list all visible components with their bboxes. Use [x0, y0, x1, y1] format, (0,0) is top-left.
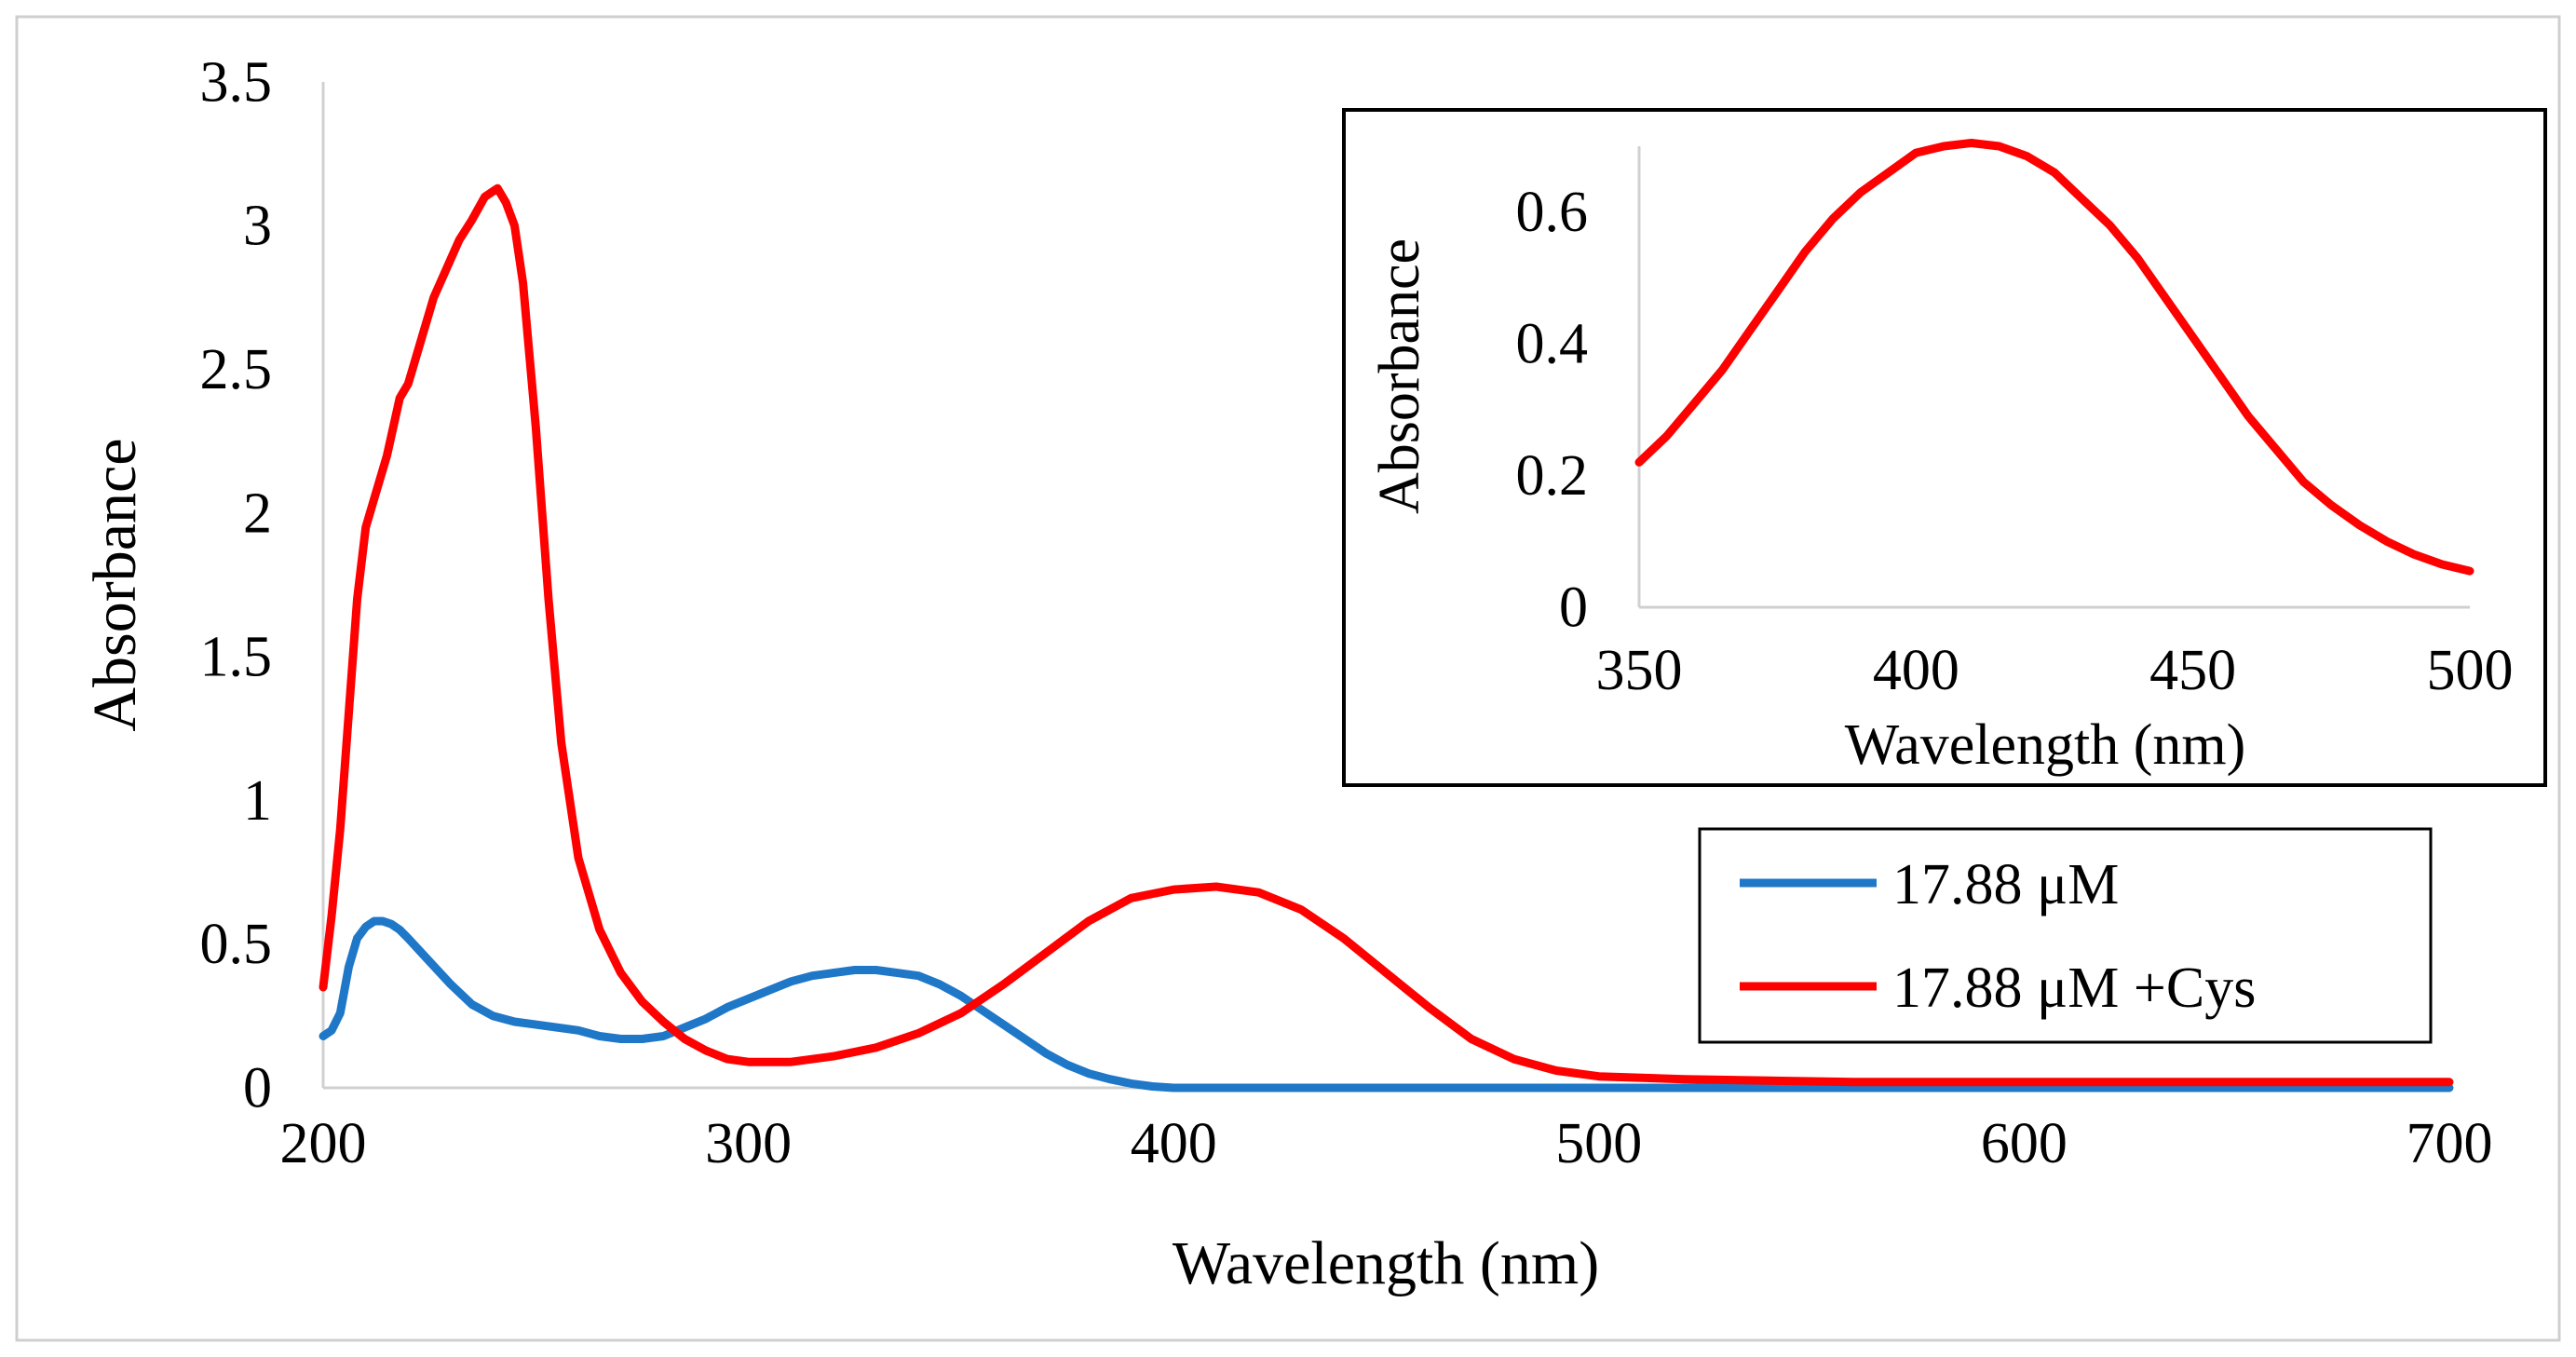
main-x-tick-label: 600 — [1981, 1112, 2068, 1175]
inset-x-tick-label: 350 — [1596, 639, 1683, 702]
legend-label-series-2: 17.88 μM +Cys — [1892, 957, 2256, 1020]
main-y-tick-label: 1 — [243, 769, 272, 833]
main-x-tick-label: 400 — [1131, 1112, 1217, 1175]
inset-y-tick-labels: 0 0.2 0.4 0.6 — [1516, 181, 1589, 639]
inset-x-axis-label: Wavelength (nm) — [1845, 713, 2246, 777]
main-series-line-2 — [319, 183, 2454, 1087]
legend-box — [1698, 827, 2433, 1044]
inset-y-tick-label: 0.2 — [1516, 444, 1589, 508]
main-y-tick-label: 1.5 — [200, 626, 273, 689]
inset-chart: 00.20.40.6 350 400 450 500 Wavelength (nm) … — [1342, 108, 2547, 787]
legend-label-series-1: 17.88 μM — [1892, 853, 2119, 916]
inset-y-tick-label: 0.6 — [1516, 181, 1589, 244]
legend: 17.88 μM 17.88 μM +Cys — [1698, 827, 2433, 1044]
inset-y-tick-label: 0.4 — [1516, 313, 1589, 376]
inset-series-group — [1634, 139, 2474, 576]
main-y-tick-label: 3.5 — [200, 50, 273, 114]
inset-y-axis-label: Absorbance — [1368, 238, 1431, 514]
main-x-tick-label: 200 — [280, 1112, 367, 1175]
main-chart: 0 0.5 1 1.5 2 2.5 3 3.5 200 300 400 500 600 700 Wave… — [81, 50, 2493, 1297]
main-y-tick-label: 2.5 — [200, 338, 273, 401]
main-x-tick-label: 300 — [705, 1112, 792, 1175]
inset-frame — [1342, 108, 2547, 787]
main-y-tick-label: 0 — [243, 1056, 272, 1120]
inset-x-tick-label: 400 — [1873, 639, 1959, 702]
main-y-tick-label: 2 — [243, 482, 272, 545]
main-x-tick-label: 500 — [1555, 1112, 1642, 1175]
inset-x-tick-labels: 350 400 450 500 — [1596, 639, 2514, 702]
main-series-group — [319, 183, 2454, 1092]
main-y-tick-label: 0.5 — [200, 913, 273, 976]
main-x-tick-labels: 200 300 400 500 600 700 — [280, 1112, 2493, 1175]
main-y-tick-labels: 0 0.5 1 1.5 2 2.5 3 3.5 — [200, 50, 273, 1120]
main-y-tick-label: 3 — [243, 195, 272, 258]
main-x-axis-label: Wavelength (nm) — [1173, 1229, 1599, 1297]
inset-series-line-1 — [1634, 139, 2474, 576]
main-x-tick-label: 700 — [2407, 1112, 2493, 1175]
inset-y-tick-label: 0 — [1559, 576, 1588, 639]
inset-x-tick-label: 450 — [2149, 639, 2236, 702]
inset-x-tick-label: 500 — [2427, 639, 2514, 702]
main-series-line-1 — [319, 916, 2454, 1092]
main-y-axis-label: Absorbance — [81, 438, 149, 731]
